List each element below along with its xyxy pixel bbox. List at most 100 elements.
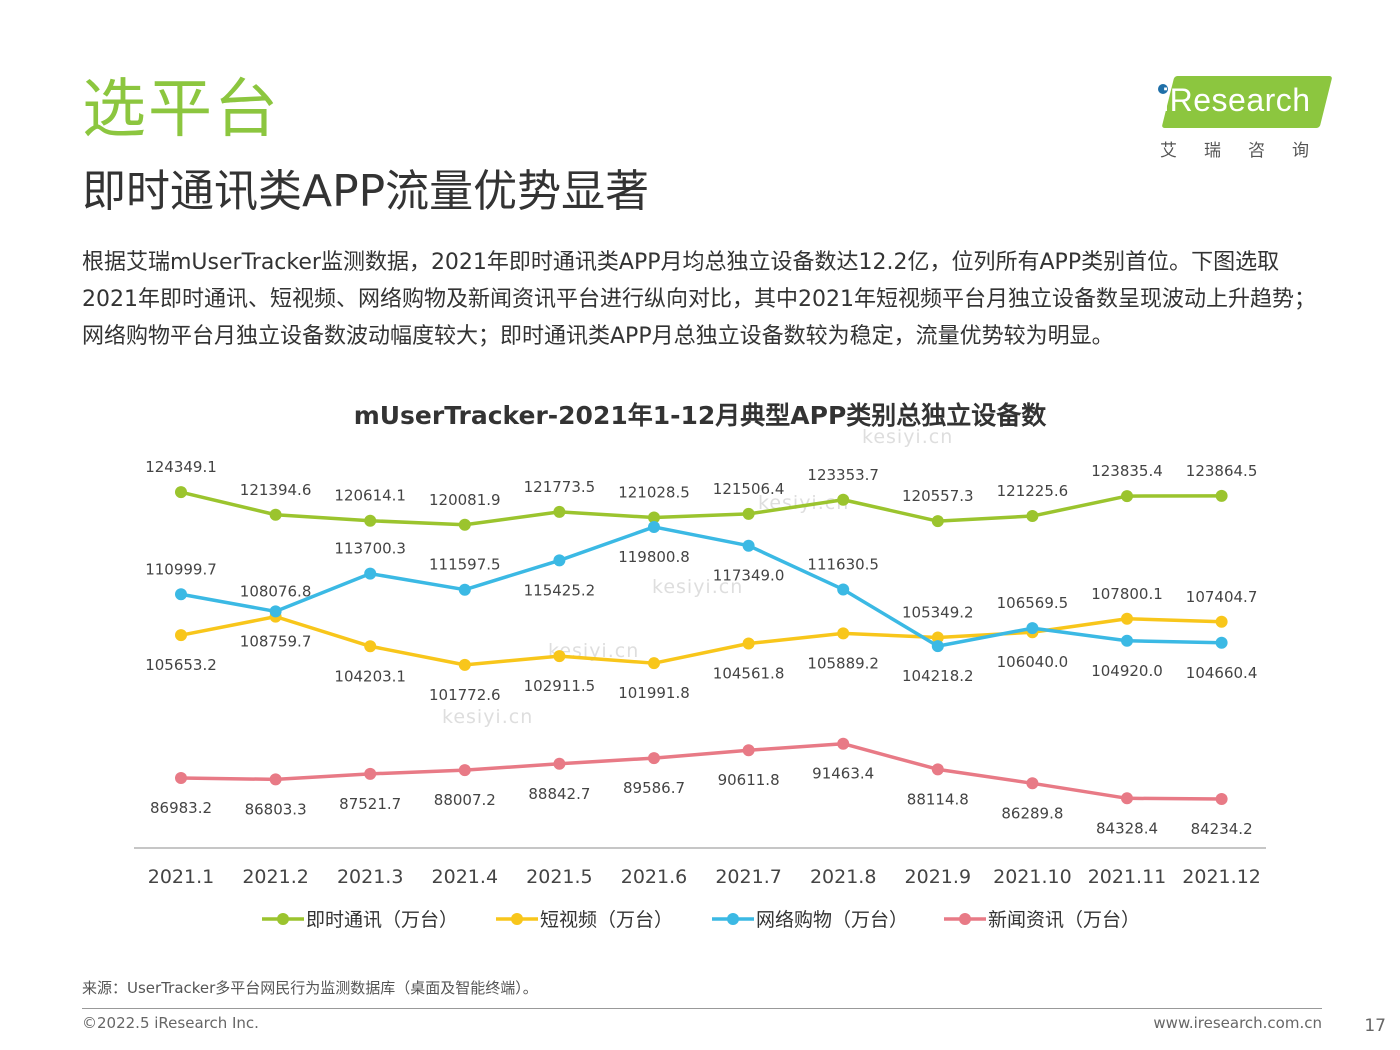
data-label: 121225.6: [997, 482, 1069, 500]
x-tick-label: 2021.11: [1088, 866, 1167, 888]
data-label: 105349.2: [902, 604, 974, 622]
data-label: 88842.7: [528, 785, 590, 803]
data-label: 123864.5: [1186, 462, 1258, 480]
chart-title: mUserTracker-2021年1-12月典型APP类别总独立设备数: [353, 401, 1047, 430]
page-number: 17: [1364, 1016, 1386, 1036]
data-label: 107404.7: [1186, 588, 1258, 606]
data-label: 104920.0: [1091, 662, 1163, 680]
data-label: 119800.8: [618, 548, 690, 566]
legend-label: 即时通讯（万台）: [306, 909, 458, 931]
logo-wordmark: iResearch: [1162, 82, 1311, 118]
data-label: 115425.2: [524, 581, 596, 599]
data-point: [742, 637, 755, 650]
data-point: [1121, 490, 1133, 503]
logo-chinese-name: 艾瑞咨询: [1160, 141, 1336, 161]
data-label: 104203.1: [334, 667, 406, 685]
data-label: 88114.8: [907, 790, 969, 808]
data-point: [458, 518, 471, 531]
legend-marker-icon: [511, 913, 523, 925]
data-point: [837, 583, 850, 596]
data-label: 120557.3: [902, 487, 974, 505]
data-label: 110999.7: [145, 560, 217, 578]
data-point: [837, 737, 850, 750]
legend-marker-icon: [277, 913, 289, 925]
headline: 即时通讯类APP流量优势显著: [82, 166, 650, 217]
data-label: 106040.0: [997, 653, 1069, 671]
data-label: 120081.9: [429, 491, 501, 509]
data-label: 111630.5: [807, 555, 879, 573]
data-point: [175, 486, 187, 499]
x-tick-label: 2021.8: [810, 866, 876, 888]
data-point: [553, 554, 566, 567]
data-label: 88007.2: [434, 791, 496, 809]
legend-label: 网络购物（万台）: [756, 909, 908, 931]
data-point: [648, 511, 660, 524]
data-label: 84328.4: [1096, 819, 1158, 837]
data-point: [553, 505, 566, 518]
data-point: [553, 757, 566, 770]
data-label: 104660.4: [1186, 664, 1258, 682]
data-point: [553, 650, 566, 663]
data-point: [364, 567, 377, 580]
data-label: 86803.3: [245, 800, 307, 818]
data-point: [175, 772, 187, 784]
data-label: 106569.5: [997, 594, 1069, 612]
data-point: [837, 493, 850, 506]
data-label: 105653.2: [145, 656, 217, 674]
copyright: ©2022.5 iResearch Inc.: [82, 1014, 259, 1032]
footer-divider: [82, 1008, 1322, 1009]
data-point: [458, 658, 471, 671]
data-point: [364, 514, 377, 527]
legend-label: 短视频（万台）: [540, 909, 673, 931]
data-label: 91463.4: [812, 765, 874, 783]
data-label: 121506.4: [713, 480, 785, 498]
data-point: [742, 539, 755, 552]
data-label: 108759.7: [240, 632, 312, 650]
source-note: 来源：UserTracker多平台网民行为监测数据库（桌面及智能终端）。: [82, 979, 538, 997]
logo-dot-icon: [1158, 84, 1168, 94]
x-tick-label: 2021.2: [242, 866, 308, 888]
body-text: 根据艾瑞mUserTracker监测数据，2021年即时通讯类APP月均总独立设…: [82, 250, 1316, 349]
data-point: [742, 744, 755, 757]
legend-marker-icon: [727, 913, 739, 925]
data-label: 108076.8: [240, 583, 312, 601]
series-line: [180, 525, 1222, 648]
data-point: [364, 767, 377, 780]
data-label: 120614.1: [334, 487, 406, 505]
data-label: 124349.1: [145, 458, 217, 476]
data-label: 104218.2: [902, 667, 974, 685]
data-label: 104561.8: [713, 665, 785, 683]
data-label: 113700.3: [334, 540, 406, 558]
data-point: [1026, 510, 1039, 523]
data-label: 90611.8: [718, 771, 780, 789]
data-point: [648, 752, 660, 765]
data-point: [931, 631, 944, 644]
legend-marker-icon: [959, 913, 971, 925]
legend-label: 新闻资讯（万台）: [988, 909, 1140, 931]
x-tick-label: 2021.6: [621, 866, 687, 888]
x-tick-label: 2021.7: [715, 866, 781, 888]
x-tick-label: 2021.3: [337, 866, 403, 888]
data-label: 86289.8: [1001, 804, 1063, 822]
data-point: [1215, 636, 1228, 649]
data-label: 121028.5: [618, 484, 690, 502]
data-label: 89586.7: [623, 779, 685, 797]
data-point: [837, 627, 850, 640]
website-link[interactable]: www.iresearch.com.cn: [1153, 1014, 1322, 1032]
section-title: 选平台: [82, 73, 280, 147]
data-point: [1026, 622, 1039, 635]
data-point: [931, 515, 944, 528]
data-point: [1121, 634, 1133, 647]
data-label: 117349.0: [713, 567, 785, 585]
data-point: [931, 640, 944, 653]
data-point: [269, 508, 282, 521]
data-point: [269, 773, 282, 786]
data-point: [269, 605, 282, 618]
series-line: [180, 741, 1222, 801]
data-point: [1215, 793, 1228, 806]
iresearch-logo[interactable]: iResearch 艾瑞咨询: [1148, 70, 1338, 170]
data-label: 121773.5: [524, 478, 596, 496]
data-point: [1215, 489, 1228, 502]
data-point: [458, 583, 471, 596]
